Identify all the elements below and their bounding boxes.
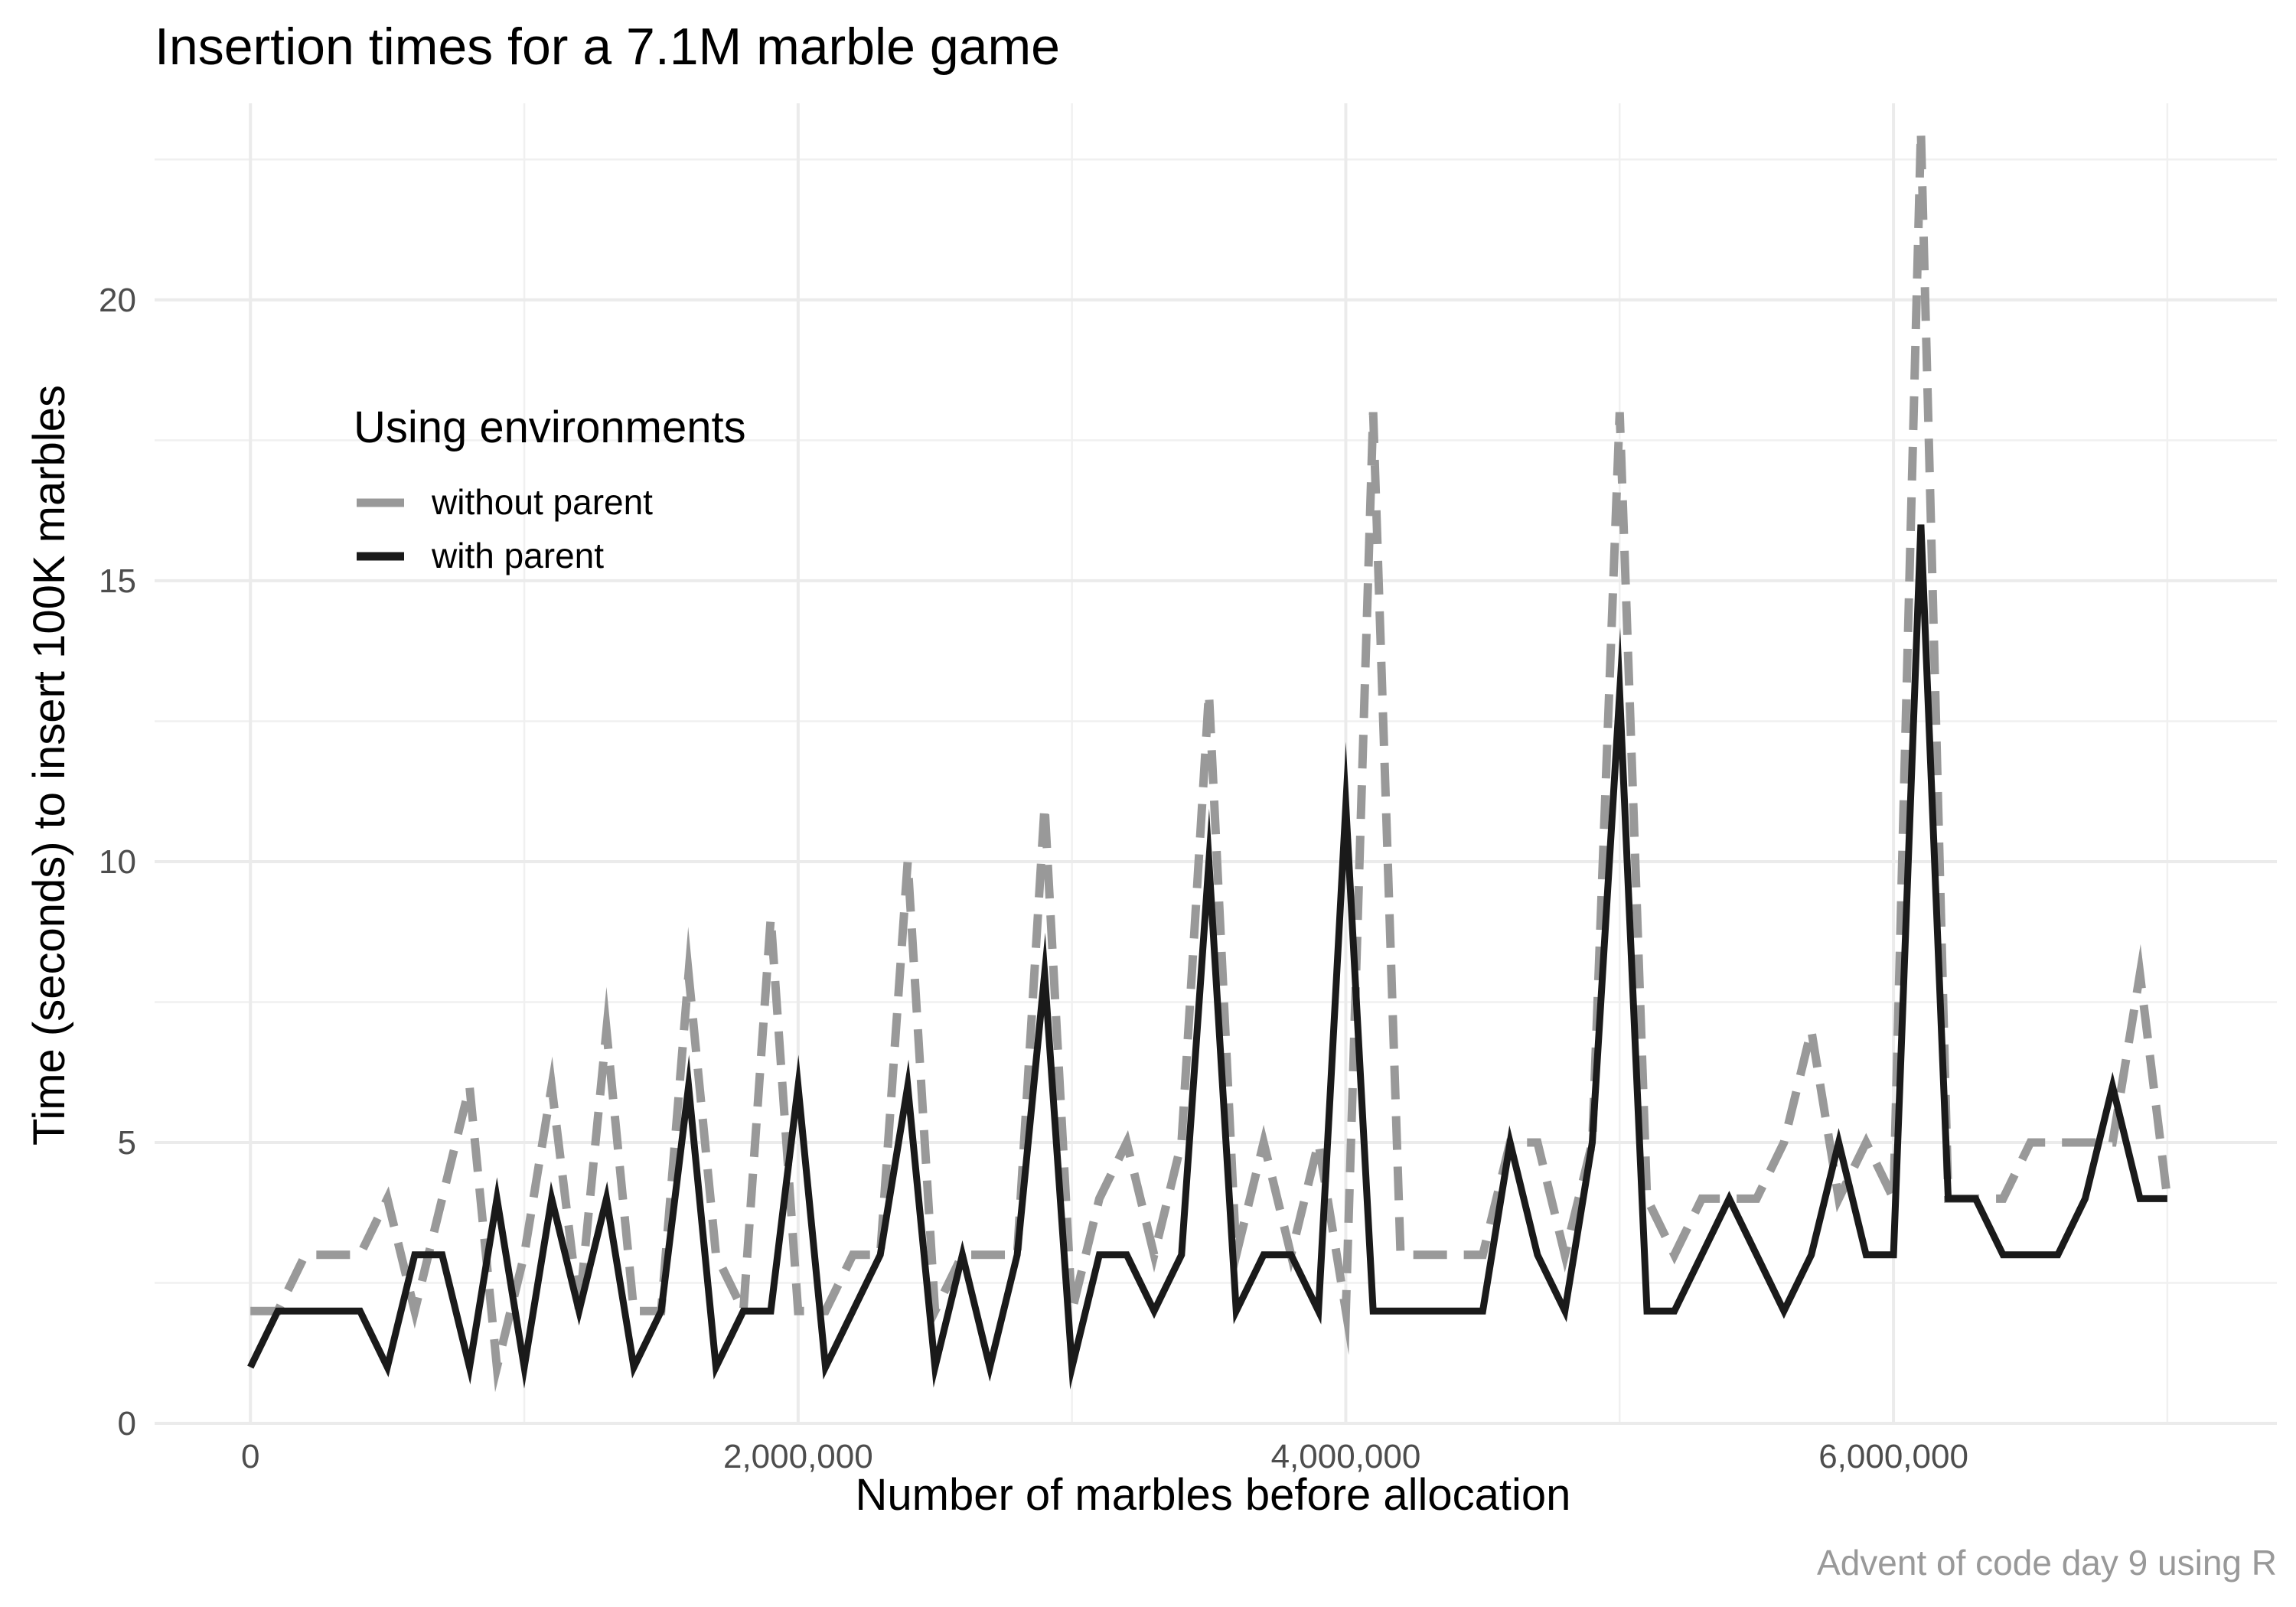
y-tick-label: 5 bbox=[118, 1124, 136, 1162]
x-tick-label: 6,000,000 bbox=[1818, 1438, 1968, 1475]
chart-title: Insertion times for a 7.1M marble game bbox=[155, 18, 1060, 76]
x-tick-label: 2,000,000 bbox=[723, 1438, 873, 1475]
legend-label-with-parent: with parent bbox=[431, 536, 604, 575]
series-line-with-parent bbox=[247, 524, 2167, 1390]
y-tick-label: 20 bbox=[99, 282, 136, 319]
series-lines bbox=[247, 131, 2172, 1393]
series-line-without-parent bbox=[250, 131, 2172, 1393]
y-axis-ticks: 0 5 10 15 20 bbox=[99, 282, 136, 1442]
legend-label-without-parent: without parent bbox=[431, 482, 653, 522]
y-tick-label: 0 bbox=[118, 1405, 136, 1442]
x-tick-label: 0 bbox=[241, 1438, 259, 1475]
x-tick-label: 4,000,000 bbox=[1271, 1438, 1421, 1475]
legend-title: Using environments bbox=[354, 403, 746, 452]
y-tick-label: 15 bbox=[99, 562, 136, 600]
x-axis-ticks: 0 2,000,000 4,000,000 6,000,000 bbox=[241, 1438, 1968, 1475]
y-axis-title: Time (seconds) to insert 100K marbles bbox=[24, 385, 74, 1146]
y-tick-label: 10 bbox=[99, 843, 136, 881]
legend: Using environments without parent with p… bbox=[354, 403, 746, 575]
chart-caption: Advent of code day 9 using R bbox=[1817, 1543, 2277, 1583]
x-axis-title: Number of marbles before allocation bbox=[856, 1470, 1571, 1520]
